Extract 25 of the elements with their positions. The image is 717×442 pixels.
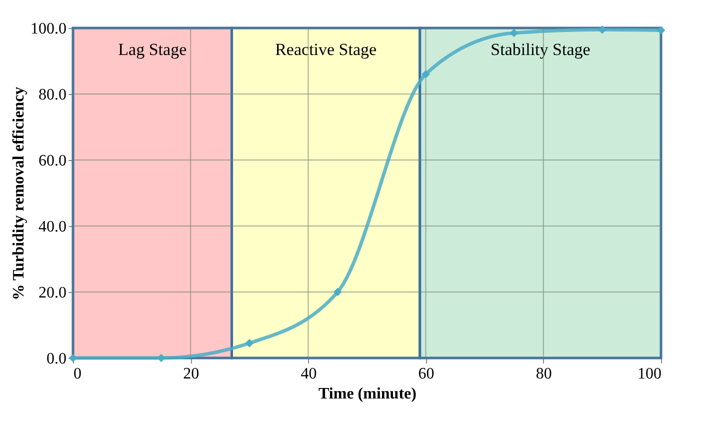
point [422,70,430,78]
x-axis-title: Time (minute) [318,386,416,402]
x-tick-label: 0 [74,366,82,382]
x-tick-label: 40 [300,366,317,382]
y-tick-label: 60.0 [38,152,66,170]
point [510,28,518,38]
y-tick-label: 40.0 [38,218,66,236]
y-tick-label: 0.0 [46,350,66,368]
point [598,25,606,34]
x-tick-label: 80 [536,366,552,382]
band-label: Reactive Stage [275,40,377,59]
point [157,354,166,362]
point [245,338,254,348]
x-tick-label: 60 [418,366,434,382]
y-tick-label: 100.0 [30,20,66,38]
x-tick-label: 20 [183,366,200,382]
x-tick-label: 100 [638,366,662,382]
point [656,26,666,34]
y-tick-label: 80.0 [38,86,66,104]
band-label: Lag Stage [118,40,187,59]
band-label: Stability Stage [490,40,590,59]
y-axis-title: % Turbidity removal efficiency [10,86,28,300]
y-tick-label: 20.0 [38,284,66,302]
point [68,354,78,362]
point [333,288,342,296]
